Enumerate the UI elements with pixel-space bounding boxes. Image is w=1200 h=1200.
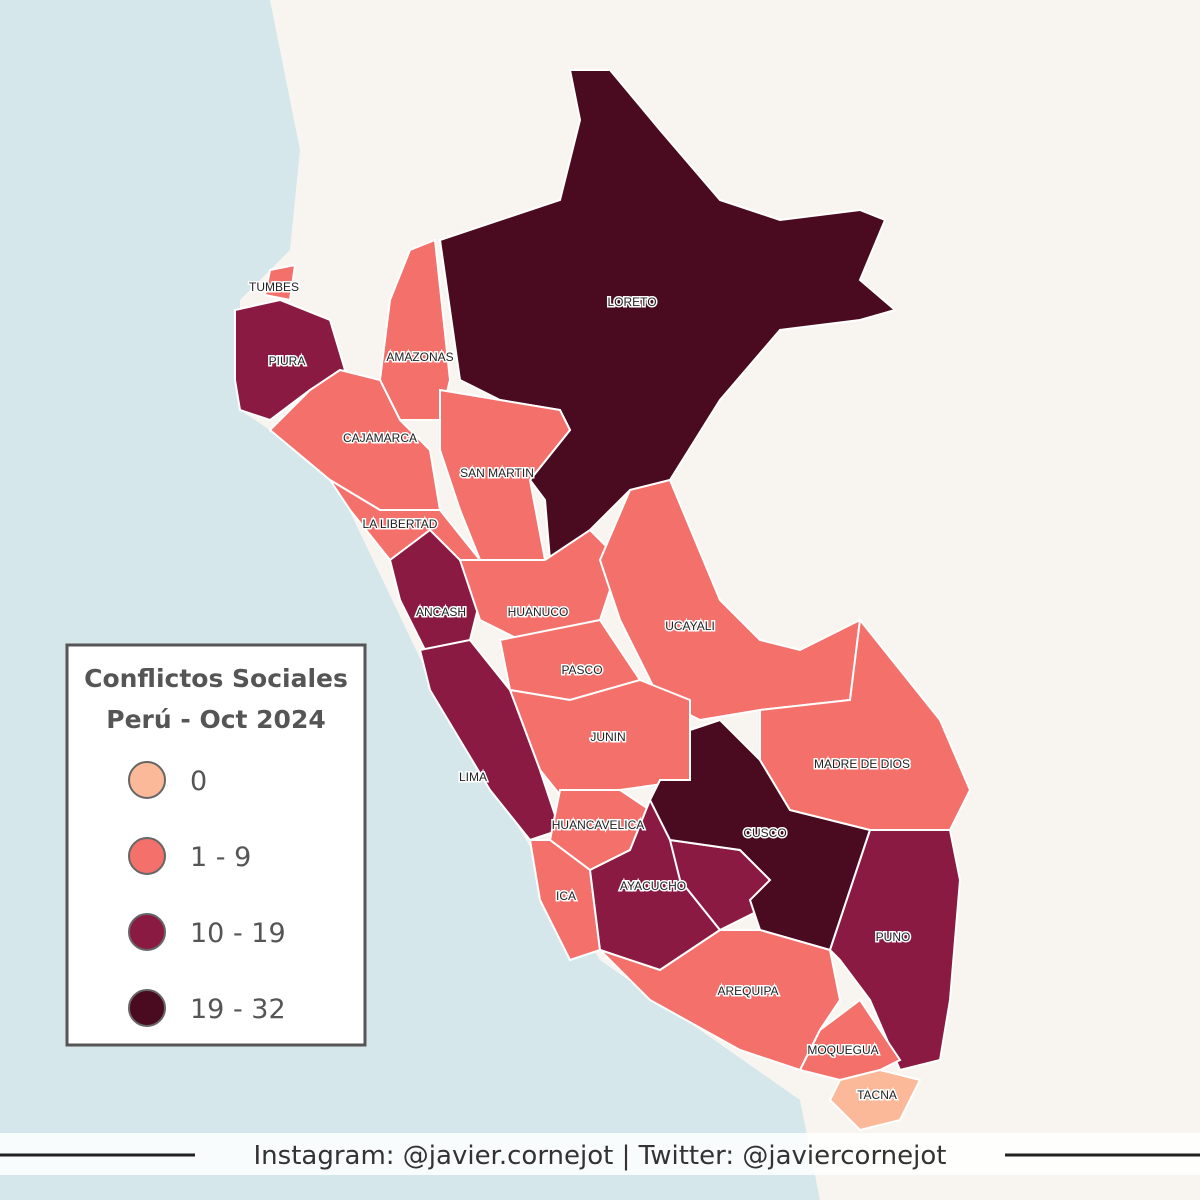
region [418, 638, 562, 842]
region-label: CAJAMARCA [343, 431, 417, 445]
region-label: ANCASH [416, 605, 466, 619]
regions: LORETO TUMBES PIURA AMAZONAS CAJAMARCA SAN MA… [234, 69, 972, 1132]
region [263, 263, 297, 302]
region-label: LIMA [459, 770, 487, 784]
region [828, 1068, 922, 1132]
region-label: CUSCO [743, 826, 786, 840]
legend-swatch [128, 761, 166, 799]
region-label: TACNA [857, 1088, 897, 1102]
region-label: AYACUCHO [620, 879, 686, 893]
footer: Instagram: @javier.cornejot | Twitter: @… [254, 1141, 947, 1171]
region-label: HUANUCO [508, 605, 569, 619]
legend-label: 1 - 9 [190, 842, 251, 873]
region-label: MADRE DE DIOS [814, 757, 910, 771]
legend-swatch [128, 989, 166, 1027]
legend-title: Conflictos Sociales [84, 664, 348, 693]
region-label: MOQUEGUA [807, 1043, 878, 1057]
legend-label: 19 - 32 [190, 994, 286, 1025]
region [378, 238, 452, 421]
legend-subtitle: Perú - Oct 2024 [106, 705, 326, 734]
legend-label: 0 [190, 766, 207, 797]
legend-label: 10 - 19 [190, 918, 286, 949]
footer-band [0, 1133, 1200, 1175]
region-label: PUNO [876, 930, 911, 944]
legend-box [65, 643, 367, 1047]
region-label: SAN MARTIN [460, 466, 534, 480]
region-label: AMAZONAS [386, 350, 453, 364]
region [599, 929, 842, 1072]
region-label: PIURA [269, 354, 306, 368]
legend: 0 1 - 9 10 - 19 19 - 32 [128, 761, 286, 1027]
region-label: LORETO [607, 295, 656, 309]
region-label: UCAYALI [665, 619, 715, 633]
region [439, 388, 572, 561]
region-label: TUMBES [249, 280, 299, 294]
legend-swatch [128, 913, 166, 951]
region-label: JUNIN [590, 730, 625, 744]
region-label: LA LIBERTAD [363, 517, 438, 531]
region-label: PASCO [561, 663, 602, 677]
region-label: ICA [556, 889, 576, 903]
region [759, 617, 972, 831]
region-label: AREQUIPA [717, 984, 778, 998]
legend-swatch [128, 837, 166, 875]
region [828, 829, 962, 1072]
region-label: HUANCAVELICA [552, 818, 644, 832]
